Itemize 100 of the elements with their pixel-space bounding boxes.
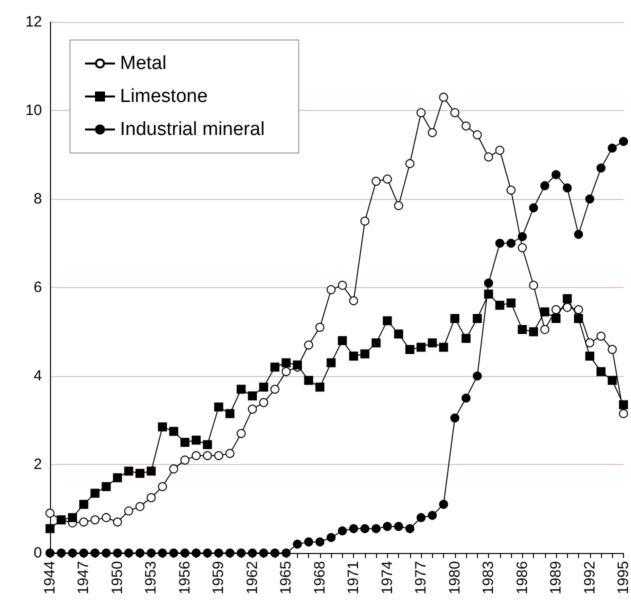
point bbox=[180, 438, 190, 447]
point bbox=[428, 338, 437, 348]
x-tick-label: 1995 bbox=[615, 561, 631, 594]
point bbox=[405, 159, 414, 168]
x-tick-label: 1953 bbox=[142, 561, 160, 594]
point bbox=[462, 394, 471, 403]
point bbox=[248, 391, 257, 400]
point bbox=[484, 152, 494, 162]
point bbox=[428, 510, 437, 520]
point bbox=[102, 513, 111, 522]
x-tick-label: 1947 bbox=[75, 561, 92, 594]
point bbox=[484, 278, 494, 288]
point bbox=[146, 493, 156, 502]
point bbox=[585, 352, 594, 361]
point bbox=[552, 314, 561, 323]
point bbox=[552, 170, 561, 180]
point bbox=[124, 466, 134, 476]
point bbox=[135, 468, 144, 478]
x-tick-label: 1983 bbox=[480, 561, 498, 594]
point bbox=[225, 548, 234, 558]
point bbox=[439, 500, 448, 509]
point bbox=[338, 336, 347, 346]
point bbox=[169, 464, 178, 474]
point bbox=[585, 338, 594, 348]
point bbox=[506, 186, 516, 195]
point bbox=[146, 466, 156, 476]
point bbox=[292, 540, 302, 549]
point bbox=[214, 451, 224, 460]
point bbox=[236, 429, 246, 438]
legend-label: Industrial mineral bbox=[120, 119, 265, 140]
point bbox=[382, 316, 392, 326]
point bbox=[158, 482, 167, 492]
point bbox=[394, 329, 404, 338]
point bbox=[349, 296, 358, 306]
point bbox=[282, 358, 291, 368]
point bbox=[529, 203, 538, 212]
y-tick-label: 8 bbox=[34, 190, 42, 208]
x-tick-label: 1992 bbox=[581, 561, 598, 594]
point bbox=[270, 384, 280, 394]
point bbox=[360, 349, 370, 358]
legend-label: Metal bbox=[120, 53, 166, 74]
point bbox=[225, 448, 234, 458]
point bbox=[192, 548, 201, 558]
point bbox=[79, 518, 88, 527]
point bbox=[236, 384, 246, 394]
point bbox=[326, 358, 336, 368]
x-tick-label: 1959 bbox=[210, 561, 228, 594]
point bbox=[349, 352, 358, 361]
point bbox=[439, 92, 448, 102]
point bbox=[574, 314, 584, 323]
point bbox=[180, 548, 190, 558]
point bbox=[46, 524, 54, 534]
point bbox=[360, 216, 370, 226]
point bbox=[90, 515, 100, 524]
point bbox=[382, 174, 392, 184]
point bbox=[158, 548, 167, 558]
point bbox=[304, 340, 314, 350]
point bbox=[416, 513, 426, 522]
x-tick-label: 1962 bbox=[244, 561, 261, 594]
point bbox=[518, 325, 527, 334]
y-tick-label: 12 bbox=[25, 14, 42, 30]
point bbox=[495, 146, 504, 155]
point bbox=[79, 500, 88, 509]
point bbox=[236, 548, 246, 558]
point bbox=[46, 508, 54, 518]
x-tick-label: 1977 bbox=[412, 561, 430, 594]
point bbox=[282, 548, 291, 558]
point bbox=[248, 548, 257, 558]
y-tick-label: 10 bbox=[25, 102, 42, 119]
point bbox=[416, 108, 426, 118]
point bbox=[292, 360, 302, 370]
point bbox=[585, 194, 594, 204]
point bbox=[416, 342, 426, 352]
point bbox=[562, 302, 572, 312]
point bbox=[169, 426, 178, 436]
point bbox=[214, 402, 224, 412]
point bbox=[619, 136, 628, 146]
point bbox=[124, 548, 134, 558]
point bbox=[360, 524, 370, 534]
point bbox=[270, 362, 280, 372]
point bbox=[394, 522, 404, 531]
point bbox=[326, 533, 336, 542]
x-tick-label: 1956 bbox=[176, 561, 194, 594]
point bbox=[529, 280, 538, 290]
point bbox=[259, 382, 268, 392]
point bbox=[405, 524, 414, 534]
point bbox=[619, 400, 628, 410]
point bbox=[158, 422, 167, 432]
point bbox=[596, 332, 606, 341]
point bbox=[372, 524, 381, 534]
point bbox=[349, 524, 358, 534]
point bbox=[304, 376, 314, 385]
point bbox=[259, 548, 268, 558]
point bbox=[90, 548, 100, 558]
x-tick-label: 1965 bbox=[278, 561, 295, 594]
point bbox=[169, 548, 178, 558]
point bbox=[608, 344, 617, 354]
point bbox=[596, 367, 606, 376]
point bbox=[338, 280, 347, 290]
point bbox=[540, 181, 550, 190]
